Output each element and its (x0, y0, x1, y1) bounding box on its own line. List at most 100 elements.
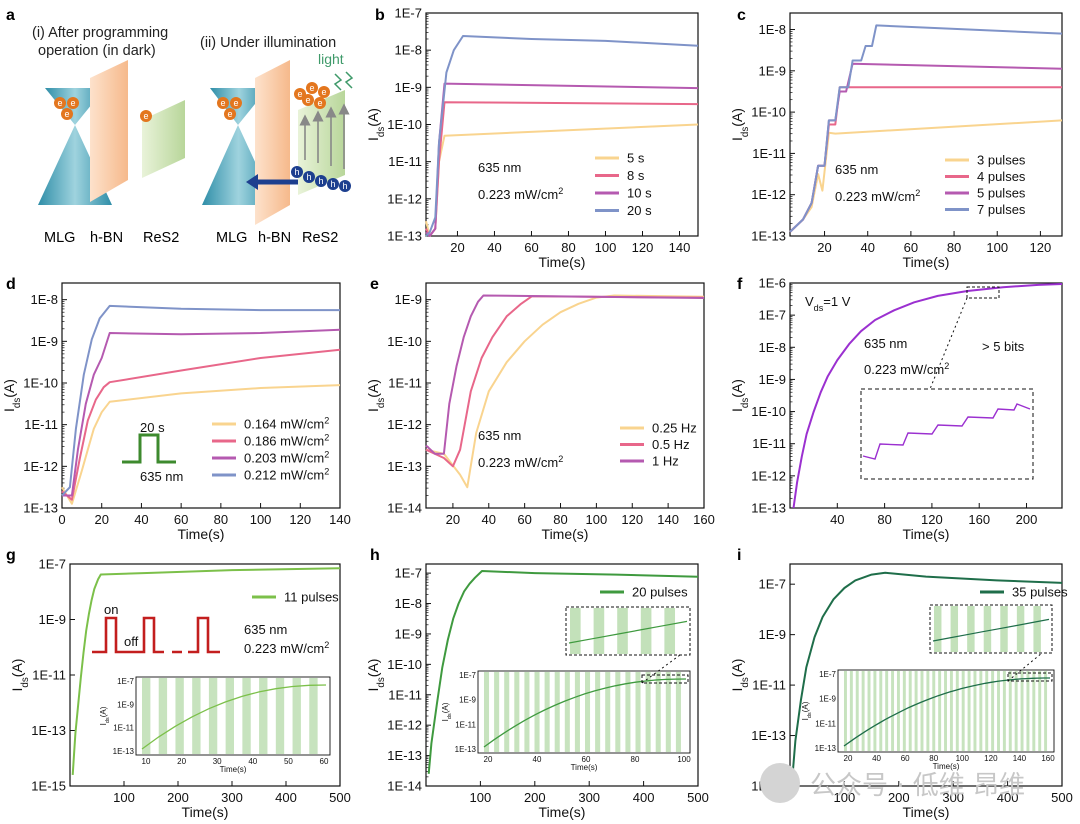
x-tick-label: 40 (860, 240, 874, 255)
panel-a-schematic: a (i) After programming operation (in da… (6, 7, 354, 246)
inset-x-tick-label: 30 (213, 757, 222, 766)
chart-b: 1E-13 1E-12 1E-11 1E-10 1E-9 1E-8 1E-7 20 40 60 80… (365, 6, 699, 270)
light-pulse-bar (225, 678, 234, 754)
y-tick-label: 1E-13 (751, 728, 786, 743)
y-tick-label: 1E-9 (395, 626, 422, 641)
x-tick-label: 120 (621, 512, 643, 527)
legend-label: 0.164 mW/cm2 (244, 416, 329, 432)
y-tick-label: 1E-11 (32, 668, 66, 683)
hole-glyph: h (318, 176, 323, 186)
inset-x-tick-label: 80 (631, 755, 640, 764)
light-pulse-bar (855, 671, 859, 751)
annotation-text: 0.223 mW/cm2 (478, 186, 563, 202)
x-tick-label: 200 (524, 790, 546, 805)
y-axis-label: Ids(A) (365, 108, 387, 141)
x-axis-label: Time(s) (182, 804, 229, 820)
x-tick-label: 40 (487, 240, 501, 255)
x-tick-label: 100 (250, 512, 272, 527)
panel-label-d: d (6, 276, 16, 293)
light-pulse-bar (955, 671, 959, 751)
wechat-logo-icon (760, 763, 800, 803)
inset-x-tick-label: 100 (956, 754, 970, 763)
x-tick-label: 500 (329, 790, 351, 805)
x-tick-label: 100 (986, 240, 1008, 255)
x-tick-label: 60 (174, 512, 188, 527)
light-pulse-bar (259, 678, 268, 754)
x-tick-label: 160 (693, 512, 715, 527)
y-tick-label: 1E-8 (395, 43, 422, 58)
zoom-pulse-bar (967, 606, 975, 652)
legend-label: 20 s (627, 203, 652, 218)
chart-g: 1E-15 1E-13 1E-11 1E-9 1E-7 100 200 300 400 500 Ti… (9, 557, 351, 821)
y-tick-label: 1E-7 (395, 6, 422, 21)
electron-glyph: e (70, 98, 75, 108)
light-pulse-bar (896, 671, 900, 751)
plot-frame (789, 563, 1063, 787)
legend-label: 20 pulses (632, 585, 688, 600)
x-tick-label: 20 (450, 240, 464, 255)
inset-x-tick-label: 60 (901, 754, 910, 763)
legend-label: 5 s (627, 151, 645, 166)
zoom-pulse-bar (593, 608, 605, 654)
hbn-layer-i (90, 60, 128, 202)
x-tick-label: 40 (134, 512, 148, 527)
zoom-pulse-bar (1016, 606, 1025, 652)
x-axis-label: Time(s) (903, 254, 950, 270)
inset-x-label: Time(s) (220, 765, 247, 774)
x-tick-label: 120 (921, 512, 943, 527)
x-tick-label: 140 (657, 512, 679, 527)
light-pulse-bar (524, 672, 530, 752)
inset-y-tick-label: 1E-9 (819, 695, 836, 704)
light-pulse-bar (585, 672, 591, 752)
y-tick-label: 1E-10 (387, 657, 422, 672)
y-tick-label: 1E-11 (752, 678, 786, 693)
light-pulse-bar (192, 678, 201, 754)
electron-glyph: e (321, 87, 326, 97)
light-pulse-bar (849, 671, 853, 751)
light-pulse-bar (242, 678, 251, 754)
y-tick-label: 1E-7 (759, 308, 786, 323)
pulse-glyph-icon (122, 433, 176, 464)
series-line-0 (792, 283, 1063, 509)
upward-arrows (299, 103, 350, 169)
light-pulse-bar (1032, 671, 1036, 751)
inset-x-tick-label: 40 (248, 757, 257, 766)
x-axis-label: Time(s) (539, 804, 586, 820)
x-tick-label: 20 (817, 240, 831, 255)
pulse-train-icon (92, 616, 220, 654)
annotation-text: 635 nm (835, 162, 878, 177)
inset-y-tick-label: 1E-7 (117, 677, 134, 686)
x-axis-label: Time(s) (539, 254, 586, 270)
y-tick-label: 1E-12 (23, 459, 58, 474)
light-pulse-bar (926, 671, 930, 751)
y-tick-label: 1E-10 (387, 117, 422, 132)
y-axis-label: Ids(A) (9, 659, 31, 692)
electron-glyph: e (64, 109, 69, 119)
light-pulse-bar (885, 671, 889, 751)
schematic-title-i-line2: operation (in dark) (38, 43, 156, 59)
annotation-text: 0.223 mW/cm2 (864, 361, 949, 377)
light-pulse-bar (534, 672, 540, 752)
light-pulse-bar (484, 672, 490, 752)
inset-y-tick-label: 1E-13 (455, 745, 477, 754)
light-pulse-bar (944, 671, 947, 751)
x-tick-label: 40 (830, 512, 844, 527)
legend-label: 0.203 mW/cm2 (244, 450, 329, 466)
x-tick-label: 500 (1051, 790, 1073, 805)
light-pulse-bar (1020, 671, 1024, 751)
electron-cluster-ii: e e e e e e e e (217, 82, 330, 120)
chart-c: 1E-13 1E-12 1E-11 1E-10 1E-9 1E-8 20 40 60 80 100 1… (729, 12, 1063, 270)
series-line-1 (425, 101, 699, 237)
y-tick-label: 1E-13 (751, 501, 786, 516)
light-pulse-bar (175, 678, 184, 754)
chart-e: 1E-14 1E-13 1E-12 1E-11 1E-10 1E-9 20 40 60 80 100… (365, 282, 715, 542)
series-line-2 (425, 294, 705, 455)
y-tick-label: 1E-7 (759, 577, 786, 592)
y-axis-label: Ids(A) (729, 659, 751, 692)
light-pulse-bar (208, 678, 218, 754)
plot-frame (789, 282, 1063, 509)
light-pulse-bar (665, 672, 671, 752)
series-line-2 (62, 328, 341, 497)
zoom-pulse-bar (934, 606, 942, 652)
light-pulse-bar (1008, 671, 1012, 751)
